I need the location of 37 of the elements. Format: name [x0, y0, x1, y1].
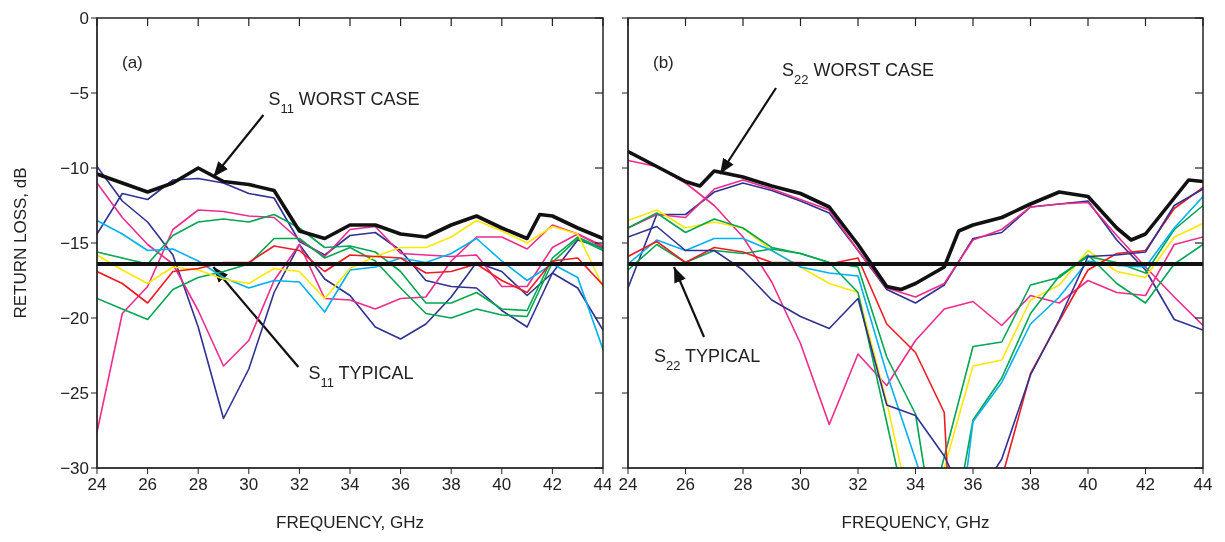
x-tick-label: 42 [542, 475, 562, 495]
x-tick-label: 34 [340, 475, 360, 495]
annotation: S$_{11}$ WORST CASE [268, 89, 420, 116]
x-tick-label: 26 [138, 475, 158, 495]
y-tick-label: −30 [60, 459, 89, 479]
x-tick-label: 28 [188, 475, 208, 495]
x-tick-label: 34 [906, 475, 925, 495]
x-tick-label: 28 [733, 475, 753, 495]
text: (a) [122, 53, 143, 72]
x-tick-label: 30 [791, 475, 810, 495]
y-tick-label: −25 [60, 384, 89, 404]
text: (b) [653, 53, 674, 72]
x-tick-label: 24 [618, 475, 638, 495]
x-tick-label: 38 [441, 475, 461, 495]
annotation: S$_{22}$ TYPICAL [654, 346, 761, 373]
x-tick-label: 32 [289, 475, 309, 495]
x-tick-label: 32 [848, 475, 868, 495]
x-tick-label: 42 [1136, 475, 1155, 495]
x-axis-title: FREQUENCY, GHz [841, 513, 990, 532]
x-tick-label: 24 [87, 475, 107, 495]
x-tick-label: 30 [239, 475, 259, 495]
x-tick-label: 40 [1078, 475, 1098, 495]
y-tick-label: −15 [60, 234, 89, 254]
x-tick-label: 36 [391, 475, 411, 495]
x-tick-label: 36 [963, 475, 983, 495]
y-tick-label: −20 [60, 309, 89, 329]
x-tick-label: 40 [492, 475, 512, 495]
x-tick-label: 38 [1021, 475, 1040, 495]
x-tick-label: 44 [1193, 475, 1213, 495]
y-axis-title: RETURN LOSS, dB [11, 167, 31, 319]
x-axis-title: FREQUENCY, GHz [276, 513, 424, 532]
annotation: S$_{11}$ TYPICAL [308, 363, 414, 390]
x-tick-label: 26 [676, 475, 695, 495]
y-tick-label: 0 [79, 9, 89, 29]
y-tick-label: −10 [60, 159, 89, 179]
annotation: S$_{22}$ WORST CASE [782, 60, 935, 87]
y-tick-label: −5 [69, 84, 89, 104]
